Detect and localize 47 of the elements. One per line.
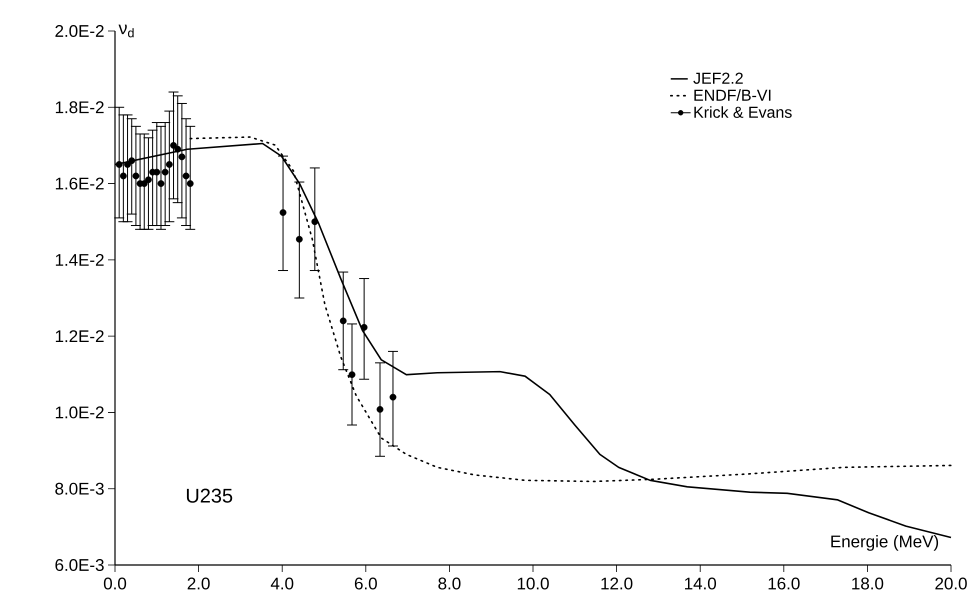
y-axis-title: ν$_{d}$ (118, 24, 134, 38)
x-tick-label: 8.0 (438, 578, 461, 590)
legend-label: JEF2.2 (693, 72, 743, 84)
point (116, 161, 123, 168)
y-tick-label: 1.4E-2 (56, 254, 104, 266)
y-tick-label: 1.0E-2 (56, 406, 104, 418)
point (390, 394, 396, 401)
x-tick-label: 2.0 (188, 578, 210, 590)
y-tick-label: 2.0E-2 (55, 24, 104, 37)
point (348, 371, 356, 378)
x-tick-label: 0.0 (104, 578, 126, 590)
point (296, 236, 303, 243)
point (132, 172, 140, 180)
point (145, 176, 152, 184)
point (128, 157, 136, 164)
point (162, 168, 169, 176)
y-tick-label: 1.2E-2 (56, 330, 104, 342)
point (376, 406, 384, 413)
x-tick-label: 10.0 (518, 578, 549, 590)
x-tick-label: 6.0 (354, 578, 377, 590)
x-axis-title: Energie (MeV) (831, 535, 938, 551)
x-tick-label: 4.0 (270, 578, 294, 590)
point (182, 172, 190, 180)
x-tick-label: 18.0 (852, 578, 884, 590)
point (280, 209, 286, 216)
annotation: U235 (186, 488, 232, 503)
legend-label: ENDF/B-VI (694, 89, 770, 101)
point (174, 146, 182, 153)
legend-label: Krick & Evans (694, 106, 792, 118)
point (186, 180, 194, 187)
point (120, 172, 127, 180)
x-tick-label: 14.0 (685, 578, 716, 590)
point (360, 324, 368, 331)
x-tick-label: 12.0 (601, 578, 632, 590)
point (166, 161, 173, 168)
point (124, 161, 131, 168)
point (311, 218, 318, 226)
y-tick-label: 8.0E-3 (55, 482, 104, 495)
y-tick-label: 1.6E-2 (56, 178, 104, 190)
point (178, 153, 186, 160)
y-tick-label: 1.8E-2 (56, 101, 104, 114)
x-tick-label: 16.0 (768, 578, 800, 590)
point (158, 180, 164, 187)
point (170, 142, 177, 149)
x-tick-label: 20.0 (935, 578, 967, 590)
y-tick-label: 6.0E-3 (55, 559, 104, 571)
point (340, 317, 347, 324)
